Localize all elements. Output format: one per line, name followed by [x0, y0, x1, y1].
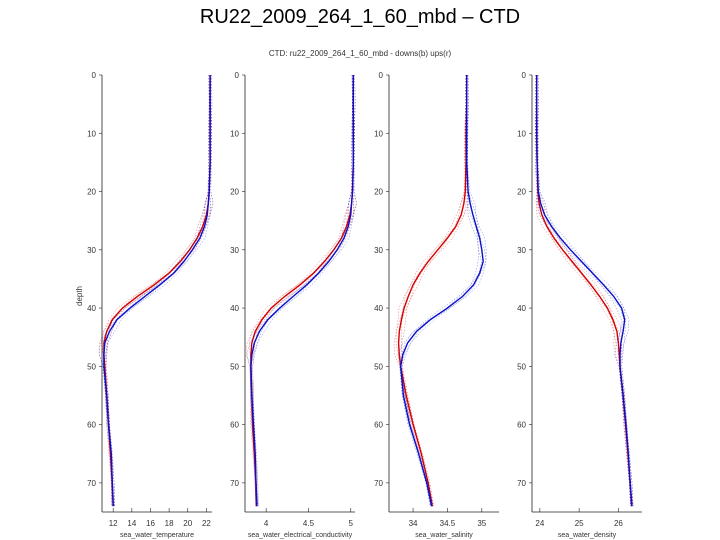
panel-sea-water-electrical-conductivity: 0 10 20 30 40 50 60 70 4 4.5 5 sea_water_electrical…: [230, 71, 357, 539]
y-tick-label: 0: [235, 71, 240, 80]
series-downcast-cast: [395, 74, 467, 507]
y-tick-label: 20: [87, 188, 96, 197]
series-upcast-cast: [402, 74, 487, 507]
series-upcast-line: [250, 75, 354, 507]
series-upcast-cast: [535, 74, 631, 507]
y-tick-label: 30: [87, 246, 96, 255]
x-axis-label: sea_water_temperature: [120, 532, 194, 539]
y-tick-label: 0: [379, 71, 384, 80]
series-downcast-cast: [401, 74, 470, 507]
y-tick-label: 50: [87, 362, 96, 371]
series-downcast-line: [103, 75, 211, 507]
series-upcast-cast: [250, 74, 354, 507]
y-tick-label: 0: [92, 71, 97, 80]
y-tick-label: 10: [230, 129, 239, 138]
x-tick-label: 34: [409, 519, 418, 528]
y-tick-label: 60: [374, 421, 383, 430]
series-upcast-cast: [250, 74, 355, 507]
y-tick-label: 30: [374, 246, 383, 255]
y-tick-label: 40: [374, 304, 383, 313]
series-upcast-line: [103, 75, 211, 507]
series-upcast-cast: [252, 74, 357, 507]
y-tick-label: 20: [517, 188, 526, 197]
series-upcast-cast: [98, 74, 210, 507]
y-tick-label: 30: [517, 246, 526, 255]
series-downcast-cast: [98, 74, 210, 507]
series-downcast-line: [250, 75, 354, 507]
x-tick-label: 14: [127, 519, 136, 528]
y-tick-label: 70: [230, 479, 239, 488]
x-tick-label: 25: [575, 519, 584, 528]
series-downcast-cast: [393, 74, 467, 507]
panel-sea-water-salinity: 0 10 20 30 40 50 60 70 34 34.5 35 sea_water_salinit…: [374, 71, 499, 539]
series-upcast-cast: [536, 74, 634, 507]
y-tick-label: 10: [374, 129, 383, 138]
series-downcast-cast: [534, 74, 631, 507]
series-upcast-cast: [537, 74, 634, 507]
x-tick-label: 5: [349, 519, 354, 528]
y-tick-label: 60: [230, 421, 239, 430]
depth-axis-label: depth: [75, 286, 84, 306]
series-downcast-cast: [249, 74, 354, 507]
x-tick-label: 18: [165, 519, 174, 528]
y-tick-label: 40: [87, 304, 96, 313]
y-tick-label: 10: [517, 129, 526, 138]
series-upcast-line: [536, 75, 633, 507]
series-upcast-cast: [534, 74, 631, 507]
series-downcast-cast: [252, 74, 357, 507]
y-tick-label: 60: [517, 421, 526, 430]
slide-title: RU22_2009_264_1_60_mbd – CTD: [199, 6, 521, 28]
x-tick-label: 4: [264, 519, 269, 528]
y-tick-label: 50: [517, 362, 526, 371]
series-downcast-cast: [250, 74, 355, 507]
series-downcast-cast: [106, 74, 214, 507]
x-axis-label: sea_water_salinity: [415, 532, 473, 539]
y-tick-label: 0: [522, 71, 527, 80]
series-downcast-cast: [400, 74, 468, 507]
y-tick-label: 70: [517, 479, 526, 488]
panel-sea-water-temperature: 0 10 20 30 40 50 60 70 12 14 16 18 20 22 sea_water_tem…: [87, 71, 214, 539]
x-axis-label: sea_water_electrical_conductivity: [248, 532, 353, 539]
series-downcast-line: [536, 75, 633, 507]
x-tick-label: 4.5: [303, 519, 315, 528]
x-tick-label: 24: [535, 519, 544, 528]
figure-title: CTD: ru22_2009_264_1_60_mbd - downs(b) u…: [269, 49, 452, 58]
series-upcast-cast: [105, 74, 214, 507]
x-tick-label: 35: [477, 519, 486, 528]
series-downcast-cast: [537, 74, 634, 507]
panel-sea-water-density: 0 10 20 30 40 50 60 70 24 25 26 sea_water_density: [517, 71, 642, 539]
series-downcast-line: [397, 75, 468, 507]
y-tick-label: 70: [374, 479, 383, 488]
series-upcast-line: [399, 75, 484, 507]
series-upcast-cast: [102, 74, 211, 507]
y-tick-label: 30: [230, 246, 239, 255]
y-tick-label: 70: [87, 479, 96, 488]
series-downcast-cast: [104, 74, 212, 507]
y-tick-label: 60: [87, 421, 96, 430]
y-tick-label: 50: [230, 362, 239, 371]
y-tick-label: 10: [87, 129, 96, 138]
y-tick-label: 20: [230, 188, 239, 197]
series-upcast-cast: [400, 74, 487, 507]
y-tick-label: 40: [517, 304, 526, 313]
x-tick-label: 20: [183, 519, 192, 528]
y-tick-label: 20: [374, 188, 383, 197]
series-downcast-cast: [535, 74, 631, 507]
x-tick-label: 26: [614, 519, 623, 528]
x-tick-label: 22: [202, 519, 211, 528]
x-tick-label: 12: [109, 519, 118, 528]
x-tick-label: 34.5: [440, 519, 456, 528]
y-tick-label: 50: [374, 362, 383, 371]
x-axis-label: sea_water_density: [558, 532, 617, 539]
series-upcast-cast: [399, 74, 482, 507]
series-downcast-cast: [101, 74, 211, 507]
series-downcast-cast: [536, 74, 634, 507]
x-tick-label: 16: [146, 519, 155, 528]
y-tick-label: 40: [230, 304, 239, 313]
series-upcast-cast: [103, 74, 212, 507]
